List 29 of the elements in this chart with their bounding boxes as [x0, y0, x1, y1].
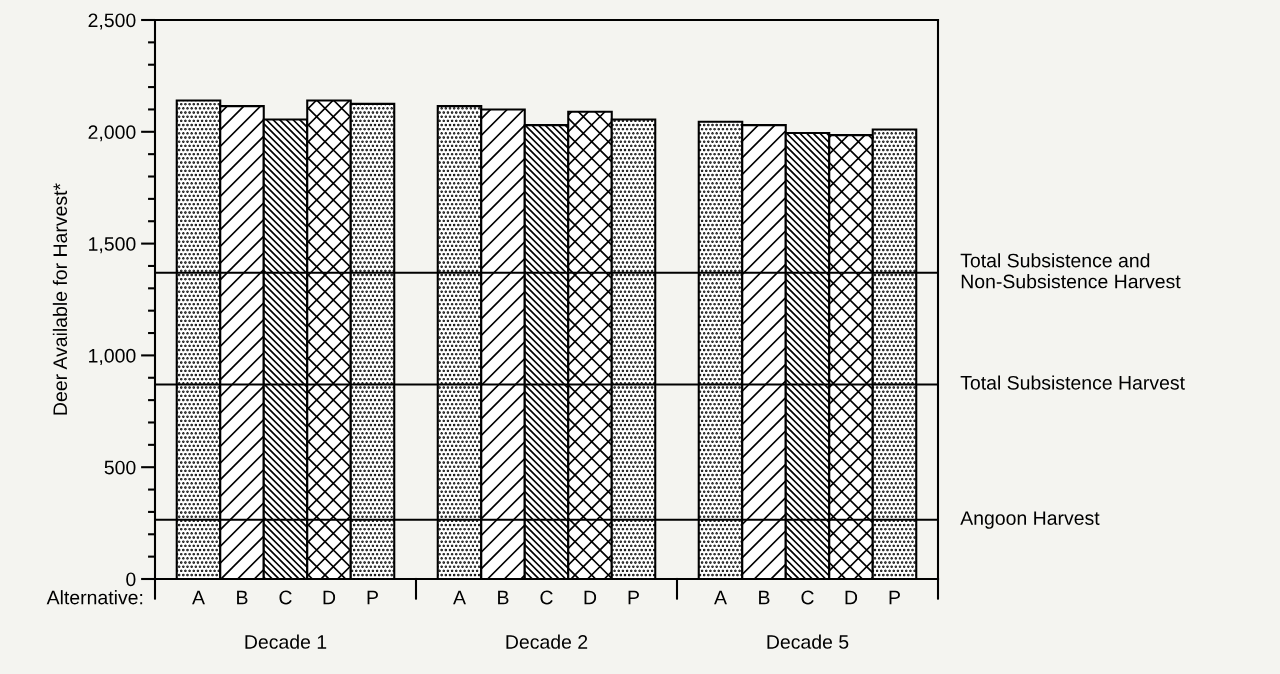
- x-tick-label: B: [237, 590, 248, 605]
- y-tick-label: 2,500: [88, 13, 136, 30]
- x-tick-label: C: [279, 590, 292, 605]
- x-tick-label: P: [889, 590, 900, 605]
- x-tick-label: A: [192, 590, 205, 605]
- y-tick-label: 2,000: [88, 125, 136, 142]
- ref-line-label: Total Subsistence Harvest: [960, 375, 1185, 390]
- x-tick-label: D: [584, 590, 597, 605]
- ref-line-label: Total Subsistence and Non-Subsistence Harvest: [960, 253, 1181, 289]
- text: Alternative:: [46, 590, 143, 605]
- x-tick-label: P: [628, 590, 639, 605]
- x-tick-label: D: [845, 590, 858, 605]
- text: Decade 5: [767, 634, 849, 649]
- ref-line-label: Angoon Harvest: [960, 511, 1100, 529]
- x-tick-label: P: [367, 590, 378, 605]
- y-tick-label: 500: [104, 460, 136, 475]
- x-tick-label: C: [801, 590, 814, 605]
- x-tick-label: A: [714, 590, 727, 605]
- x-tick-label: B: [759, 590, 770, 605]
- y-tick-label: 1,500: [89, 237, 136, 254]
- x-tick-label: A: [453, 590, 466, 605]
- x-tick-label: B: [498, 590, 509, 605]
- x-tick-label: D: [323, 590, 336, 605]
- text: Decade 1: [245, 634, 327, 649]
- text: Decade 2: [506, 634, 588, 649]
- y-tick-label: 1,000: [89, 348, 136, 365]
- y-axis-title: Deer Available for Harvest*: [52, 183, 68, 415]
- y-tick-label: 0: [126, 572, 136, 587]
- x-tick-label: C: [540, 590, 553, 605]
